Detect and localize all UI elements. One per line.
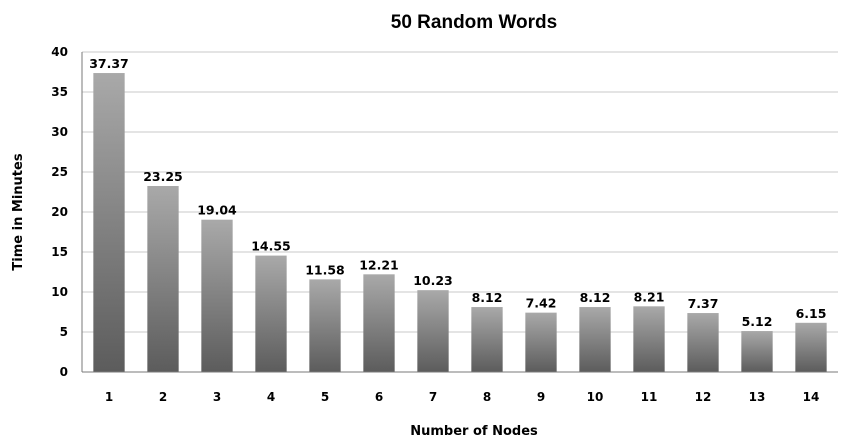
bar-6 bbox=[363, 274, 395, 372]
data-label-6: 12.21 bbox=[359, 257, 399, 272]
bar-11 bbox=[633, 306, 665, 372]
y-axis-ticks: 0 5 10 15 20 25 30 35 40 bbox=[51, 45, 68, 379]
y-tick-label: 20 bbox=[51, 205, 68, 219]
bar-9 bbox=[525, 312, 557, 372]
gridlines bbox=[82, 51, 838, 333]
bar-2 bbox=[147, 186, 179, 372]
bar-14 bbox=[795, 322, 827, 372]
x-tick-label: 3 bbox=[213, 390, 221, 404]
data-label-3: 19.04 bbox=[197, 203, 237, 218]
bar-12 bbox=[687, 313, 719, 372]
bar-7 bbox=[417, 290, 449, 372]
y-tick-label: 15 bbox=[51, 245, 68, 259]
y-axis-title: Time in Minutes bbox=[11, 153, 26, 270]
bar-1 bbox=[93, 73, 125, 372]
y-tick-label: 35 bbox=[51, 85, 68, 99]
x-tick-label: 9 bbox=[537, 390, 545, 404]
y-tick-label: 5 bbox=[60, 325, 68, 339]
x-axis-ticks: 1 2 3 4 5 6 7 8 9 10 11 12 13 14 bbox=[105, 390, 820, 404]
bar-5 bbox=[309, 279, 341, 372]
y-tick-label: 0 bbox=[60, 365, 68, 379]
x-axis-title: Number of Nodes bbox=[410, 424, 538, 439]
data-label-7: 10.23 bbox=[413, 273, 453, 288]
x-tick-label: 7 bbox=[429, 390, 437, 404]
data-label-1: 37.37 bbox=[89, 56, 129, 71]
data-label-2: 23.25 bbox=[143, 169, 183, 184]
y-tick-label: 40 bbox=[51, 45, 68, 59]
x-tick-label: 11 bbox=[641, 390, 658, 404]
bar-4 bbox=[255, 255, 287, 372]
x-tick-label: 4 bbox=[267, 390, 275, 404]
bar-8 bbox=[471, 307, 503, 372]
x-tick-label: 6 bbox=[375, 390, 383, 404]
x-tick-label: 10 bbox=[587, 390, 604, 404]
x-tick-label: 13 bbox=[749, 390, 766, 404]
data-label-12: 7.37 bbox=[688, 296, 719, 311]
bar-13 bbox=[741, 331, 773, 372]
data-label-14: 6.15 bbox=[796, 306, 827, 321]
bar-3 bbox=[201, 219, 233, 372]
data-label-10: 8.12 bbox=[580, 290, 611, 305]
data-labels: 37.37 23.25 19.04 14.55 11.58 12.21 10.23 8.12 7… bbox=[89, 56, 826, 329]
x-tick-label: 1 bbox=[105, 390, 113, 404]
y-tick-label: 30 bbox=[51, 125, 68, 139]
y-tick-label: 10 bbox=[51, 285, 68, 299]
chart-title: 50 Random Words bbox=[391, 12, 557, 33]
data-label-5: 11.58 bbox=[305, 262, 345, 277]
x-tick-label: 14 bbox=[803, 390, 820, 404]
data-label-13: 5.12 bbox=[742, 314, 773, 329]
data-label-9: 7.42 bbox=[526, 296, 557, 311]
bars bbox=[93, 73, 827, 372]
x-tick-label: 8 bbox=[483, 390, 491, 404]
data-label-4: 14.55 bbox=[251, 239, 291, 254]
y-tick-label: 25 bbox=[51, 165, 68, 179]
x-tick-label: 12 bbox=[695, 390, 712, 404]
data-label-11: 8.21 bbox=[634, 289, 665, 304]
bar-10 bbox=[579, 307, 611, 372]
x-tick-label: 2 bbox=[159, 390, 167, 404]
data-label-8: 8.12 bbox=[472, 290, 503, 305]
x-tick-label: 5 bbox=[321, 390, 329, 404]
